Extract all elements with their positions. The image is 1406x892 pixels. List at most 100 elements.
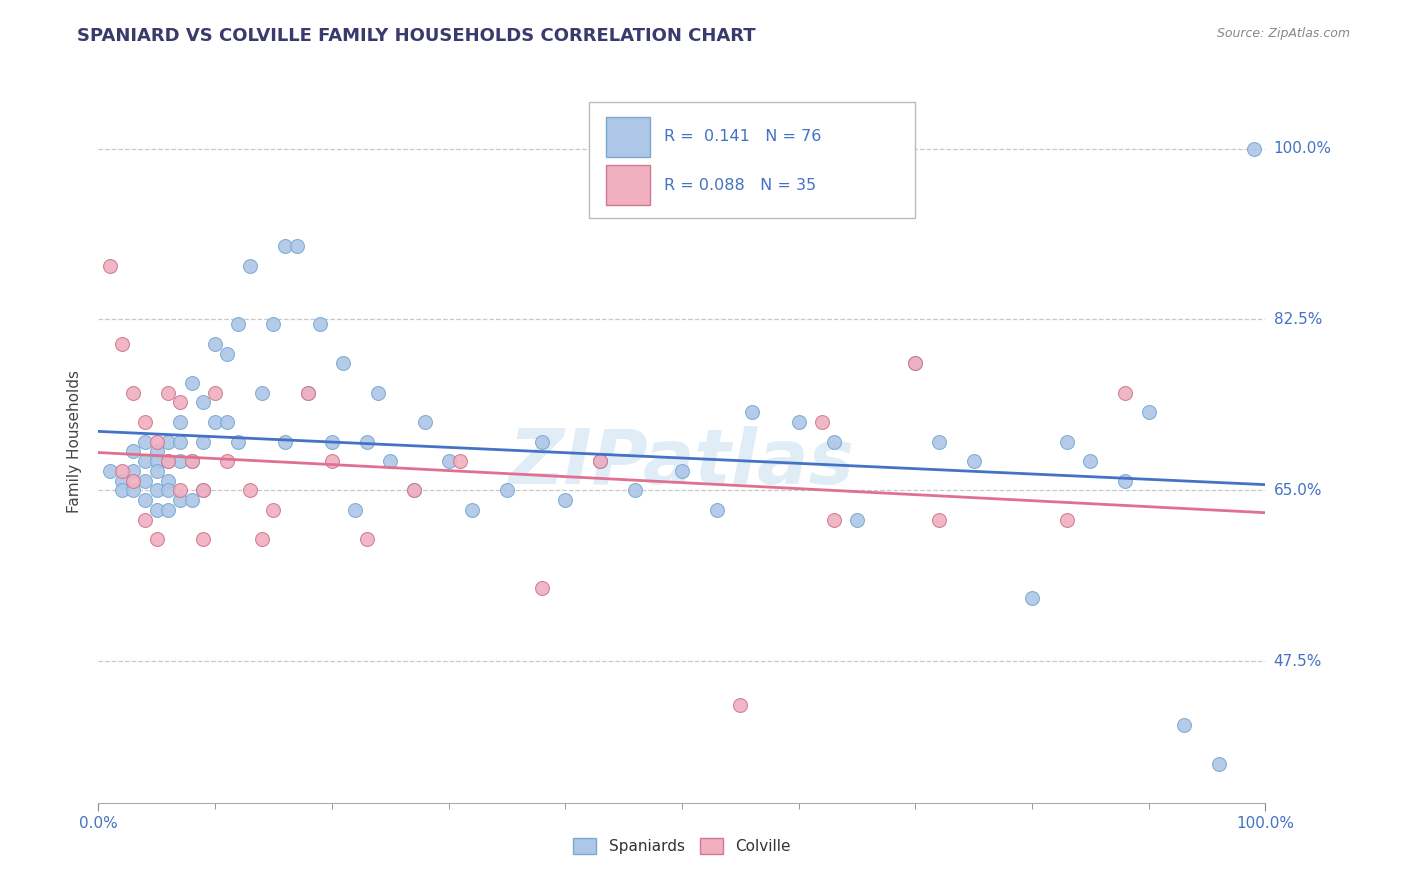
Point: [402, 483, 425, 498]
Point: [250, 385, 273, 400]
Point: [146, 444, 169, 458]
Point: [146, 532, 169, 546]
Point: [157, 483, 180, 498]
Point: [496, 483, 519, 498]
Point: [215, 415, 238, 429]
Point: [356, 434, 378, 449]
Legend: Spaniards, Colville: Spaniards, Colville: [567, 832, 797, 860]
Point: [589, 454, 612, 468]
Text: R = 0.088   N = 35: R = 0.088 N = 35: [665, 178, 817, 193]
Point: [262, 503, 284, 517]
Point: [228, 318, 250, 332]
FancyBboxPatch shape: [589, 102, 915, 218]
Text: R =  0.141   N = 76: R = 0.141 N = 76: [665, 129, 821, 145]
Text: 100.0%: 100.0%: [1274, 141, 1331, 156]
Point: [437, 454, 460, 468]
Bar: [606, 117, 651, 156]
Point: [274, 239, 297, 253]
Point: [111, 474, 134, 488]
Point: [193, 395, 215, 409]
Point: [297, 385, 319, 400]
Point: [846, 513, 869, 527]
Point: [204, 385, 226, 400]
Point: [193, 532, 215, 546]
Point: [204, 415, 226, 429]
Point: [297, 385, 319, 400]
Point: [332, 356, 354, 370]
Point: [671, 464, 693, 478]
Point: [904, 356, 927, 370]
Point: [250, 532, 273, 546]
Point: [309, 318, 332, 332]
Point: [239, 483, 262, 498]
Point: [1021, 591, 1043, 605]
Point: [1137, 405, 1160, 419]
Point: [274, 434, 297, 449]
Point: [228, 434, 250, 449]
Point: [134, 415, 156, 429]
Point: [624, 483, 647, 498]
Point: [1208, 756, 1230, 771]
Point: [193, 483, 215, 498]
Point: [169, 395, 191, 409]
Point: [146, 434, 169, 449]
Point: [146, 483, 169, 498]
Text: 47.5%: 47.5%: [1274, 654, 1322, 669]
Point: [239, 259, 262, 273]
Point: [928, 434, 950, 449]
Point: [122, 444, 145, 458]
Point: [344, 503, 367, 517]
Point: [157, 434, 180, 449]
Point: [122, 385, 145, 400]
Point: [1114, 385, 1136, 400]
Point: [122, 474, 145, 488]
Point: [367, 385, 389, 400]
Text: 65.0%: 65.0%: [1274, 483, 1322, 498]
Point: [380, 454, 402, 468]
Point: [169, 415, 191, 429]
Point: [180, 493, 202, 508]
Point: [111, 337, 134, 351]
Point: [413, 415, 436, 429]
Point: [157, 454, 180, 468]
Point: [530, 581, 553, 595]
Point: [169, 434, 191, 449]
Point: [111, 464, 134, 478]
Point: [134, 474, 156, 488]
Text: SPANIARD VS COLVILLE FAMILY HOUSEHOLDS CORRELATION CHART: SPANIARD VS COLVILLE FAMILY HOUSEHOLDS C…: [77, 27, 756, 45]
Point: [962, 454, 984, 468]
Point: [180, 454, 202, 468]
Point: [146, 464, 169, 478]
Point: [285, 239, 308, 253]
Point: [193, 434, 215, 449]
Point: [98, 259, 121, 273]
Point: [134, 493, 156, 508]
Point: [823, 513, 845, 527]
Point: [146, 454, 169, 468]
Point: [823, 434, 845, 449]
Point: [215, 454, 238, 468]
Point: [1173, 717, 1195, 731]
Text: 82.5%: 82.5%: [1274, 312, 1322, 327]
Point: [730, 698, 752, 713]
Point: [98, 464, 121, 478]
Bar: [606, 165, 651, 205]
Point: [157, 385, 180, 400]
Text: ZIPatlas: ZIPatlas: [509, 426, 855, 500]
Point: [904, 356, 927, 370]
Point: [1080, 454, 1102, 468]
Point: [928, 513, 950, 527]
Point: [134, 513, 156, 527]
Point: [356, 532, 378, 546]
Point: [787, 415, 810, 429]
Point: [1243, 142, 1265, 156]
Point: [1114, 474, 1136, 488]
Point: [169, 454, 191, 468]
Point: [193, 483, 215, 498]
Point: [146, 503, 169, 517]
Y-axis label: Family Households: Family Households: [67, 370, 83, 513]
Point: [134, 454, 156, 468]
Point: [215, 346, 238, 360]
Point: [811, 415, 834, 429]
Point: [554, 493, 576, 508]
